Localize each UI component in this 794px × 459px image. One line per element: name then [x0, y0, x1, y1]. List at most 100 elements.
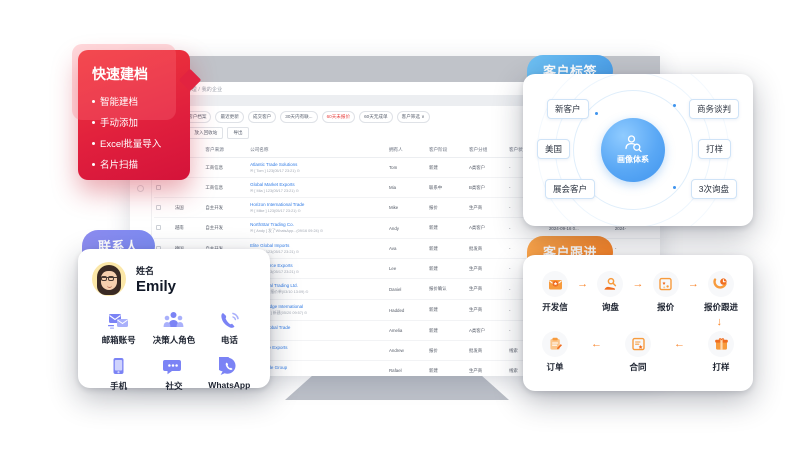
tag-pill-exhibition[interactable]: 展会客户 — [545, 179, 596, 199]
filter-chip[interactable]: 30天内有联... — [280, 111, 318, 123]
tag-diagram: 画像体系 新客户 美国 展会客户 商务谈判 打样 3次询盘 — [523, 74, 753, 226]
row-group: B类客户 — [466, 177, 507, 198]
row-company[interactable]: Summit Edge International ✉ [ Hadded ] 新建… — [248, 299, 387, 321]
contact-channel-email[interactable]: 邮箱账号 — [92, 309, 145, 346]
contact-channel-whatsapp[interactable]: WhatsApp — [203, 355, 256, 392]
filter-chip-alert[interactable]: 60天未报价 — [321, 111, 356, 123]
row-country — [172, 177, 204, 198]
filter-dropdown[interactable]: 客户筛选 ∨ — [396, 111, 430, 123]
contact-channel-label: WhatsApp — [208, 380, 251, 390]
row-group: 生产商 — [466, 299, 507, 321]
contact-channel-phone[interactable]: 电话 — [203, 309, 256, 346]
arrow-left-icon: ← — [591, 338, 602, 350]
quick-archive-item[interactable]: 智能建档 — [92, 94, 180, 108]
row-country: 越南 — [172, 217, 204, 239]
orbit-dot — [673, 104, 676, 107]
rail-icon-4[interactable] — [137, 185, 144, 192]
social-chat-icon — [147, 355, 200, 377]
customer-follow-card: 开发信 → 询盘 → — [523, 255, 753, 391]
row-company[interactable]: Continental Trading Ltd. ✉ [ Daniel ] 报价单… — [248, 278, 387, 300]
orbit-ring-inner — [573, 90, 693, 210]
person-search-icon — [625, 135, 642, 153]
follow-step-label: 开发信 — [542, 302, 568, 312]
row-stage: 新建 — [426, 258, 467, 279]
col-stage: 客户阶段 — [426, 143, 467, 158]
orbit-dot — [595, 112, 598, 115]
contact-channel-grid: 邮箱账号 决策人角色 — [92, 309, 256, 392]
quote-follow-icon — [707, 271, 734, 297]
follow-step-sample[interactable]: 打样 — [701, 331, 741, 373]
contact-channel-label: 手机 — [110, 381, 128, 391]
export-button[interactable]: 导出 — [227, 127, 249, 139]
follow-step-label: 合同 — [629, 362, 647, 372]
follow-step-quote[interactable]: 报价 — [646, 271, 686, 313]
row-stage: 新建 — [426, 360, 467, 376]
col-company[interactable]: 公司名称 — [248, 143, 387, 158]
row-company[interactable]: Global Market Exports ✉ [ Mia ] 123(05/17… — [248, 177, 387, 198]
filter-chip[interactable]: 60天无成单 — [359, 111, 393, 123]
mobile-icon — [92, 355, 145, 377]
col-group: 客户分组 — [466, 143, 507, 158]
row-group: A类客户 — [466, 157, 507, 178]
row-stage: 新建 — [426, 320, 467, 341]
row-stage: 新建 — [426, 157, 467, 178]
follow-step-order[interactable]: 订单 — [535, 331, 575, 373]
row-group: 生产商 — [466, 360, 507, 376]
tag-pill-inquiries[interactable]: 3次询盘 — [690, 179, 737, 199]
row-country: 法国 — [172, 197, 204, 218]
contact-channel-social[interactable]: 社交 — [147, 355, 200, 392]
row-company[interactable]: NorthStar Trading Co. ✉ [ Andy ] 发了WhatsA… — [248, 217, 387, 239]
row-company[interactable]: Atlantic Trade Solutions ✉ [ Tom ] 123(05… — [248, 157, 387, 178]
row-owner: Andy — [386, 217, 427, 239]
row-source: 自主开发 — [203, 217, 249, 239]
order-clipboard-icon — [542, 331, 568, 357]
follow-step-quote-follow[interactable]: 报价跟进 — [701, 271, 741, 313]
row-source: 工商信息 — [203, 157, 249, 178]
col-owner: 拥有人 — [386, 143, 427, 158]
row-source: 自主开发 — [203, 197, 249, 218]
row-checkbox[interactable] — [154, 217, 173, 239]
quick-archive-title: 快速建档 — [92, 66, 148, 82]
mail-account-icon — [92, 309, 145, 331]
follow-step-contract[interactable]: 合同 — [618, 331, 658, 373]
row-company[interactable]: Elite Global Imports ✉ [ Ava ] 123(05/17 … — [248, 238, 387, 259]
search-input[interactable] — [184, 95, 652, 106]
filter-chip[interactable]: 最近更新 — [215, 111, 244, 123]
contact-channel-mobile[interactable]: 手机 — [92, 355, 145, 392]
follow-step-inquiry[interactable]: 询盘 — [590, 271, 630, 313]
filter-chip[interactable]: 成交客户 — [247, 111, 277, 123]
row-checkbox[interactable] — [154, 197, 173, 218]
contact-identity: 姓名 Emily — [92, 262, 256, 296]
tag-pill-sampling[interactable]: 打样 — [697, 139, 731, 159]
contact-channel-role[interactable]: 决策人角色 — [147, 309, 200, 346]
contact-channel-label: 电话 — [220, 335, 238, 345]
bullet-dot — [92, 162, 95, 166]
row-company[interactable]: Horizon International Trade ✉ [ Mike ] 12… — [248, 197, 387, 218]
follow-steps-top: 开发信 → 询盘 → — [535, 271, 741, 313]
tag-pill-country[interactable]: 美国 — [537, 139, 571, 159]
row-stage: 新建 — [426, 299, 467, 321]
quick-archive-item[interactable]: 手动添加 — [92, 115, 180, 129]
envelope-star-icon — [542, 271, 568, 297]
row-owner: Mia — [386, 177, 427, 198]
row-owner: Mike — [386, 197, 427, 218]
follow-step-dev-letter[interactable]: 开发信 — [535, 271, 575, 313]
tag-pill-new-customer[interactable]: 新客户 — [547, 99, 589, 119]
quick-archive-item-label: 名片扫描 — [100, 160, 139, 171]
quote-doc-icon — [652, 271, 679, 297]
arrow-down-icon: ↓ — [716, 316, 723, 328]
row-owner: Lee — [386, 258, 427, 279]
follow-step-label: 订单 — [546, 362, 564, 372]
contact-name-value: Emily — [136, 277, 177, 295]
bullet-dot — [92, 99, 95, 103]
follow-steps-bottom: 订单 ← 合同 ← — [535, 331, 741, 373]
quick-archive-item[interactable]: Excel批量导入 — [92, 136, 180, 150]
quick-archive-card: 快速建档 智能建档 手动添加 Excel批量导入 名片扫描 — [72, 44, 190, 180]
follow-step-label: 打样 — [712, 362, 730, 372]
row-checkbox[interactable] — [154, 177, 173, 198]
row-stage: 报价 — [426, 340, 467, 361]
tag-pill-negotiation[interactable]: 商务谈判 — [688, 99, 739, 119]
recycle-bin-button[interactable]: 放入回收站 — [188, 127, 224, 139]
row-company[interactable]: PrimeSource Exports ✉ [ Lee ] 123(05/17 2… — [248, 258, 387, 279]
quick-archive-item[interactable]: 名片扫描 — [92, 157, 180, 171]
